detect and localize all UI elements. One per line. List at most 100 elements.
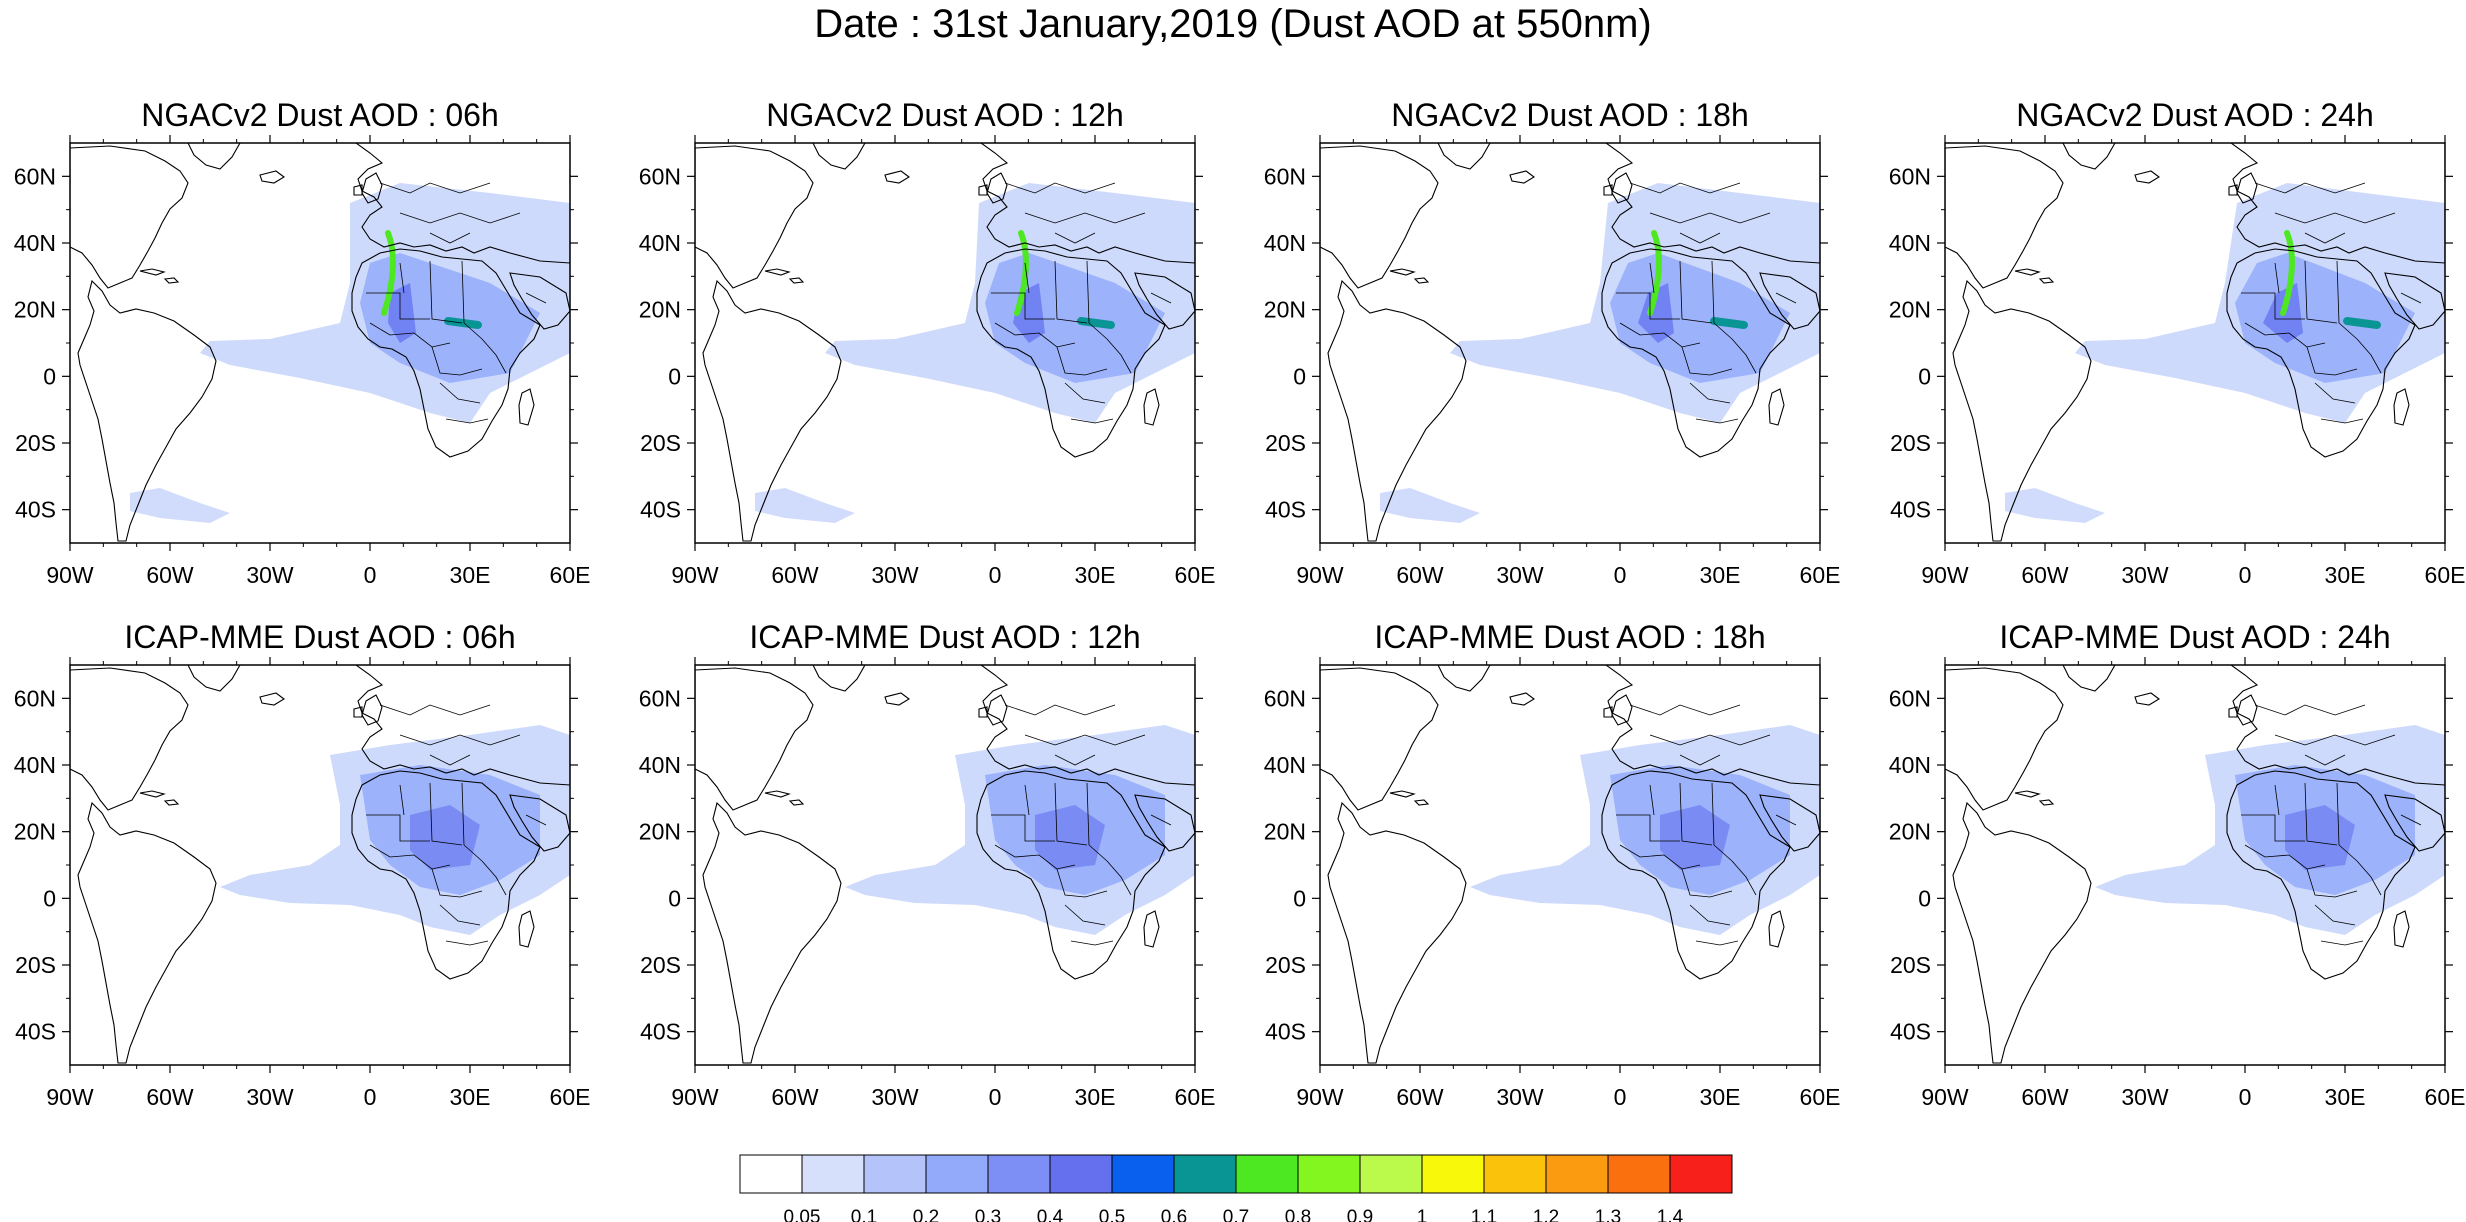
map-area [695,143,1195,543]
x-tick-label: 0 [364,1084,377,1110]
x-tick-label: 30W [871,562,919,588]
x-tick-label: 90W [671,562,719,588]
y-tick-label: 0 [668,885,681,911]
x-tick-label: 30W [2121,1084,2169,1110]
colorbar-label: 0.5 [1099,1207,1125,1222]
y-tick-label: 20S [640,430,681,456]
colorbar: 0.05 0.1 0.2 0.3 0.4 0.5 0.6 0.7 0.8 0.9 1 1.1 1.2 1.… [739,1154,1733,1222]
y-tick-label: 60N [639,163,681,189]
y-tick-label: 20N [1889,819,1931,845]
y-tick-label: 0 [1918,363,1931,389]
y-tick-label: 0 [1293,885,1306,911]
colorbar-label: 0.8 [1285,1207,1311,1222]
colorbar-label: 0.3 [975,1207,1001,1222]
y-tick-label: 40N [639,752,681,778]
dust-hotspot [2343,317,2381,329]
y-tick-label: 40N [14,752,56,778]
y-tick-label: 20N [639,819,681,845]
colorbar-swatch [1111,1154,1175,1194]
x-tick-label: 90W [1296,562,1344,588]
x-tick-label: 0 [2239,562,2252,588]
y-tick-label: 40S [1890,1019,1931,1045]
x-tick-label: 60E [550,1084,591,1110]
dust-aod-field [1660,805,1730,870]
dust-hotspot [1647,230,1662,316]
x-tick-label: 30W [871,1084,919,1110]
colorbar-swatch [1421,1154,1485,1194]
y-tick-label: 20S [15,952,56,978]
y-tick-label: 0 [668,363,681,389]
y-tick-label: 40S [15,1019,56,1045]
x-tick-label: 60E [2425,562,2466,588]
y-tick-label: 40S [1265,497,1306,523]
y-tick-label: 40S [15,497,56,523]
colorbar-swatch [1235,1154,1299,1194]
colorbar-swatch [1359,1154,1423,1194]
x-tick-label: 30E [2325,562,2366,588]
y-tick-label: 40N [1264,230,1306,256]
map-panel: ICAP-MME Dust AOD : 12h 90W 60W 30W 0 30E 60E 6… [639,619,1216,1110]
map-area [1320,143,1820,543]
x-tick-label: 30W [1496,1084,1544,1110]
x-tick-label: 0 [1614,562,1627,588]
dust-aod-field [410,805,480,870]
x-tick-label: 0 [2239,1084,2252,1110]
y-tick-label: 20S [1890,952,1931,978]
dust-aod-field [1638,283,1674,343]
y-tick-label: 60N [639,685,681,711]
colorbar-swatch [739,1154,803,1194]
colorbar-swatch [925,1154,989,1194]
map-area [695,665,1195,1065]
y-tick-label: 60N [1889,163,1931,189]
map-area [1320,665,1820,1065]
x-tick-label: 60W [1396,1084,1444,1110]
y-tick-label: 40S [640,497,681,523]
panel-title: ICAP-MME Dust AOD : 24h [1999,619,2390,655]
colorbar-label: 0.1 [851,1207,877,1222]
colorbar-swatch [1049,1154,1113,1194]
dust-aod-field [755,488,855,523]
x-tick-label: 90W [46,562,94,588]
colorbar-label: 0.9 [1347,1207,1373,1222]
x-tick-label: 0 [364,562,377,588]
x-tick-label: 90W [1296,1084,1344,1110]
y-tick-label: 60N [1264,685,1306,711]
y-tick-label: 60N [1264,163,1306,189]
colorbar-label: 1 [1417,1207,1428,1222]
x-tick-label: 0 [989,562,1002,588]
map-panel: NGACv2 Dust AOD : 12h 90W 60W 30W 0 30E 60E 60N… [639,97,1216,588]
map-panel: NGACv2 Dust AOD : 18h 90W 60W 30W 0 30E 60E 60N… [1264,97,1841,588]
y-tick-label: 20N [1264,297,1306,323]
x-tick-label: 30E [450,562,491,588]
x-tick-label: 60E [2425,1084,2466,1110]
y-tick-label: 20S [15,430,56,456]
map-area [70,143,570,543]
colorbar-swatch [1545,1154,1609,1194]
x-tick-label: 30E [450,1084,491,1110]
y-tick-label: 60N [1889,685,1931,711]
y-tick-label: 60N [14,163,56,189]
colorbar-swatch [863,1154,927,1194]
colorbar-label: 0.05 [784,1207,821,1222]
dust-aod-field [130,488,230,523]
x-tick-label: 60W [771,562,819,588]
map-panel: NGACv2 Dust AOD : 06h 90W 60W 30W 0 30E 60E 60N… [14,97,591,588]
colorbar-swatch [987,1154,1051,1194]
colorbar-label: 1.1 [1471,1207,1497,1222]
x-tick-label: 30W [246,1084,294,1110]
x-tick-label: 60W [2021,562,2069,588]
panel-title: NGACv2 Dust AOD : 24h [2016,97,2373,133]
dust-hotspot [1077,317,1115,329]
y-tick-label: 0 [1918,885,1931,911]
map-panel: ICAP-MME Dust AOD : 24h 90W 60W 30W 0 30E 60E 6… [1889,619,2466,1110]
x-tick-label: 60W [771,1084,819,1110]
map-panel: ICAP-MME Dust AOD : 06h 90W 60W 30W 0 30E 60E 6… [14,619,591,1110]
y-tick-label: 20N [1889,297,1931,323]
dust-hotspot [2280,230,2295,316]
dust-aod-field [388,283,416,343]
dust-aod-field [1380,488,1480,523]
colorbar-swatch [1297,1154,1361,1194]
y-tick-label: 20S [1265,430,1306,456]
x-tick-label: 60E [1800,1084,1841,1110]
